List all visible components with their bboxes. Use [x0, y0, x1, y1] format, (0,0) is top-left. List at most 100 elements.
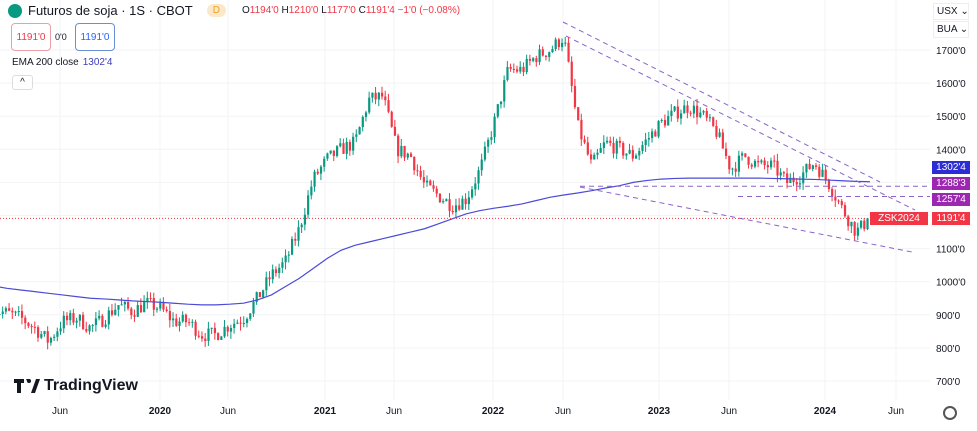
candle-body — [390, 111, 393, 127]
candle-body — [699, 112, 702, 118]
candle-body — [490, 137, 493, 140]
unit-select[interactable]: BUA ⌄ — [933, 21, 969, 38]
candle-body — [789, 177, 792, 183]
candle-body — [310, 186, 313, 196]
candle-body — [271, 269, 274, 280]
candle-body — [316, 171, 319, 174]
candle-body — [464, 198, 467, 205]
candle-body — [207, 328, 210, 341]
candle-body — [368, 97, 371, 113]
x-tick-label: 2021 — [314, 406, 337, 417]
candle-body — [660, 119, 663, 121]
candle-body — [355, 134, 358, 137]
buy-button[interactable]: 1191'0 — [75, 23, 115, 51]
candle-body — [46, 331, 49, 343]
candle-body — [728, 156, 731, 170]
candle-body — [589, 154, 593, 160]
candle-body — [516, 69, 519, 72]
currency-select[interactable]: USX ⌄ — [933, 3, 969, 20]
candle-body — [358, 127, 361, 135]
candle-body — [863, 220, 866, 230]
candle-body — [284, 255, 287, 263]
market-status-badge[interactable]: D — [206, 4, 226, 17]
candle-body — [847, 216, 850, 227]
candle-body — [442, 201, 445, 203]
candle-body — [133, 315, 136, 317]
candle-body — [217, 333, 220, 340]
candle-body — [258, 292, 262, 298]
candle-body — [323, 158, 326, 167]
x-tick-label: 2022 — [482, 406, 505, 417]
trendline-lower — [579, 186, 913, 253]
candle-body — [278, 267, 281, 274]
candle-body — [451, 210, 454, 213]
candle-body — [541, 49, 544, 56]
candle-body — [149, 297, 152, 299]
candle-body — [213, 327, 217, 334]
candle-body — [818, 166, 821, 177]
candle-body — [859, 220, 863, 228]
candle-body — [416, 170, 419, 172]
candle-body — [731, 168, 734, 170]
candle-body — [696, 105, 699, 118]
candle-body — [741, 153, 744, 156]
candle-body — [795, 182, 798, 185]
candle-body — [448, 199, 451, 211]
candle-body — [808, 163, 811, 170]
symbol-title[interactable]: Futuros de soja · 1S · CBOT — [28, 3, 193, 18]
settings-icon[interactable] — [943, 406, 957, 420]
candle-body — [56, 331, 59, 337]
candle-body — [69, 313, 72, 321]
candle-body — [117, 305, 120, 310]
candle-body — [127, 302, 130, 309]
candle-body — [139, 305, 143, 313]
candle-body — [400, 145, 403, 157]
y-tick-label: 800'0 — [936, 344, 961, 355]
candle-body — [480, 159, 483, 171]
candle-body — [625, 153, 628, 156]
candle-body — [249, 313, 252, 319]
y-tick-label: 900'0 — [936, 311, 961, 322]
candle-body — [332, 150, 335, 156]
candle-body — [403, 145, 406, 158]
candle-body — [663, 119, 667, 126]
candle-body — [4, 308, 8, 312]
candle-body — [519, 66, 522, 72]
candle-body — [647, 138, 651, 140]
y-tick-label: 700'0 — [936, 377, 961, 388]
tradingview-logo[interactable]: TradingView — [14, 377, 138, 395]
y-tick-label: 1600'0 — [936, 79, 966, 90]
candle-body — [718, 132, 721, 137]
candle-body — [467, 197, 470, 205]
candle-body — [422, 177, 425, 183]
level-price-label: 1288'3 — [932, 177, 970, 190]
candle-body — [326, 153, 329, 159]
candle-body — [49, 337, 53, 343]
candle-body — [744, 153, 747, 157]
level-price-label: 1257'4 — [932, 193, 970, 206]
candle-body — [78, 314, 81, 321]
candle-body — [252, 301, 255, 314]
chart-header: Futuros de soja · 1S · CBOT D O1194'0 H1… — [8, 3, 460, 18]
candle-body — [535, 58, 538, 63]
candle-body — [339, 143, 342, 147]
candle-body — [297, 227, 300, 241]
ema-legend[interactable]: EMA 200 close 1302'4 — [12, 57, 113, 68]
candle-body — [107, 310, 110, 325]
collapse-legend-button[interactable]: ^ — [12, 75, 33, 90]
candle-body — [88, 325, 91, 332]
candle-body — [837, 200, 840, 202]
candle-body — [438, 193, 442, 203]
sell-button[interactable]: 1191'0 — [11, 23, 51, 51]
candle-body — [175, 318, 178, 326]
candle-body — [866, 218, 869, 230]
candle-body — [618, 140, 622, 144]
candle-body — [30, 325, 33, 327]
candle-body — [432, 185, 435, 189]
candle-body — [72, 313, 75, 323]
candle-body — [689, 112, 692, 114]
candle-body — [313, 171, 316, 187]
candle-body — [143, 301, 146, 313]
candle-body — [458, 205, 461, 210]
